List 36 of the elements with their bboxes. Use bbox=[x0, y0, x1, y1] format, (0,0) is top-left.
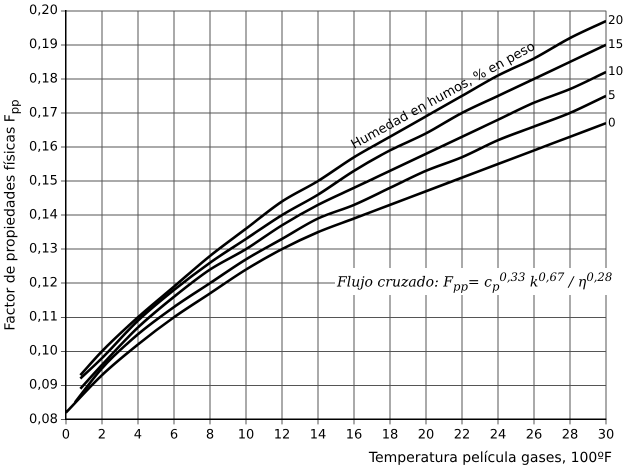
x-tick-label: 8 bbox=[206, 428, 214, 443]
x-tick-label: 10 bbox=[238, 428, 254, 443]
y-tick-label: 0,12 bbox=[28, 276, 58, 291]
series-label: 5 bbox=[608, 88, 616, 102]
x-tick-label: 12 bbox=[274, 428, 290, 443]
y-tick-label: 0,15 bbox=[28, 173, 58, 188]
y-tick-label: 0,19 bbox=[28, 37, 58, 52]
x-tick-label: 4 bbox=[134, 428, 142, 443]
x-tick-label: 18 bbox=[382, 428, 398, 443]
series-label: 20 bbox=[608, 13, 624, 28]
x-tick-label: 26 bbox=[526, 428, 542, 443]
x-tick-label: 0 bbox=[62, 428, 70, 443]
x-tick-label: 16 bbox=[346, 428, 362, 443]
x-tick-label: 2 bbox=[98, 428, 106, 443]
y-tick-label: 0,18 bbox=[28, 71, 58, 86]
series-label: 0 bbox=[608, 115, 616, 130]
y-tick-label: 0,08 bbox=[28, 412, 58, 427]
x-tick-label: 22 bbox=[454, 428, 470, 443]
x-tick-label: 14 bbox=[310, 428, 326, 443]
x-tick-label: 24 bbox=[490, 428, 506, 443]
y-tick-label: 0,20 bbox=[28, 3, 58, 18]
y-tick-label: 0,13 bbox=[28, 242, 58, 257]
y-tick-label: 0,10 bbox=[28, 344, 58, 359]
y-tick-label: 0,09 bbox=[28, 378, 58, 393]
x-tick-label: 20 bbox=[418, 428, 434, 443]
series-label: 10 bbox=[608, 64, 624, 78]
text: Flujo cruzado: F$_{pp}$= c$_{p}$$^{0,33}$ k$^{0,67}$ / η$^{0,28}$ bbox=[337, 270, 612, 294]
y-tick-label: 0,16 bbox=[28, 139, 58, 154]
x-tick-label: 6 bbox=[170, 428, 178, 443]
y-tick-label: 0,14 bbox=[28, 207, 58, 222]
y-tick-label: 0,11 bbox=[28, 310, 58, 325]
series-label: 15 bbox=[608, 36, 624, 51]
x-tick-label: 28 bbox=[562, 428, 578, 443]
x-tick-label: 30 bbox=[598, 428, 614, 443]
x-axis-title: Temperatura película gases, 100ºF bbox=[368, 450, 612, 466]
y-tick-label: 0,17 bbox=[28, 105, 58, 120]
